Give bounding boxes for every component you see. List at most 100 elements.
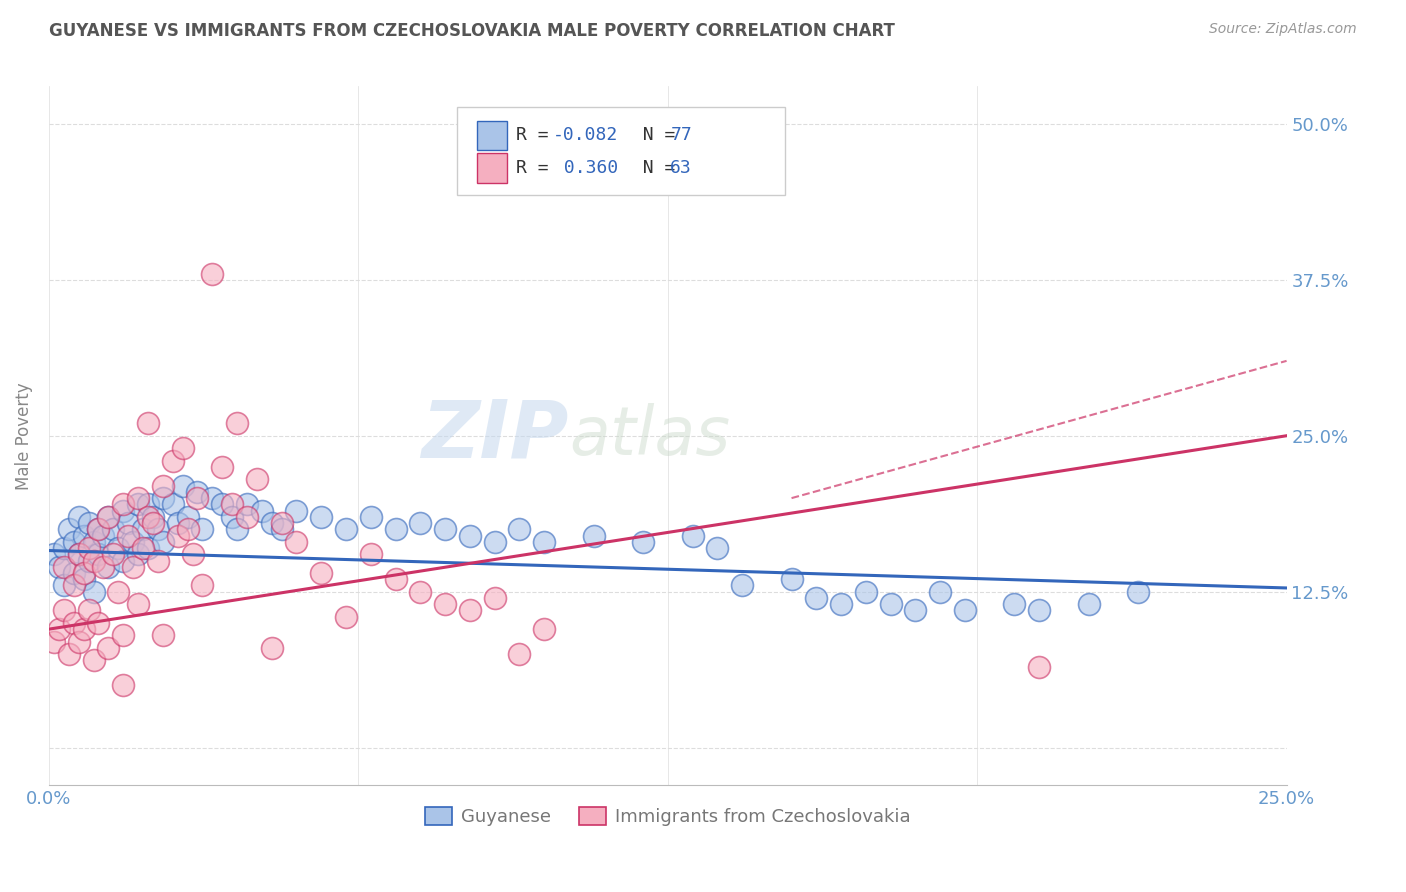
Point bbox=[58, 647, 80, 661]
Point bbox=[533, 534, 555, 549]
Point bbox=[103, 547, 125, 561]
Point bbox=[146, 522, 169, 536]
Point bbox=[953, 603, 976, 617]
Point bbox=[780, 572, 803, 586]
Point bbox=[246, 472, 269, 486]
Point bbox=[250, 503, 273, 517]
Point bbox=[731, 578, 754, 592]
Point bbox=[112, 628, 135, 642]
Point bbox=[72, 622, 94, 636]
Point bbox=[1002, 597, 1025, 611]
Point bbox=[67, 547, 90, 561]
Point bbox=[112, 553, 135, 567]
Point bbox=[226, 417, 249, 431]
Point bbox=[270, 516, 292, 530]
Point bbox=[191, 522, 214, 536]
Point bbox=[176, 509, 198, 524]
Point bbox=[166, 528, 188, 542]
Point bbox=[83, 553, 105, 567]
Point bbox=[806, 591, 828, 605]
Point bbox=[112, 497, 135, 511]
Point bbox=[152, 478, 174, 492]
Point bbox=[52, 578, 75, 592]
Text: R =: R = bbox=[516, 159, 560, 178]
Point bbox=[582, 528, 605, 542]
Point bbox=[112, 503, 135, 517]
Point bbox=[384, 572, 406, 586]
Point bbox=[136, 541, 159, 555]
Point bbox=[62, 615, 84, 630]
Point bbox=[87, 547, 110, 561]
Point bbox=[136, 497, 159, 511]
Point bbox=[136, 417, 159, 431]
Text: -0.082: -0.082 bbox=[553, 127, 617, 145]
Point bbox=[152, 628, 174, 642]
Point bbox=[62, 578, 84, 592]
Point bbox=[127, 597, 149, 611]
Point bbox=[221, 509, 243, 524]
Point bbox=[72, 528, 94, 542]
Point bbox=[929, 584, 952, 599]
Point bbox=[67, 547, 90, 561]
Point bbox=[260, 516, 283, 530]
Point bbox=[77, 553, 100, 567]
Point bbox=[186, 491, 208, 505]
Text: atlas: atlas bbox=[569, 402, 730, 468]
Point bbox=[409, 516, 432, 530]
Point bbox=[142, 509, 165, 524]
Point bbox=[879, 597, 901, 611]
Point bbox=[83, 584, 105, 599]
Point bbox=[631, 534, 654, 549]
Text: N =: N = bbox=[620, 159, 686, 178]
Point bbox=[93, 528, 115, 542]
Point bbox=[211, 459, 233, 474]
Point bbox=[335, 609, 357, 624]
Point bbox=[152, 491, 174, 505]
Point bbox=[97, 640, 120, 655]
Point bbox=[186, 484, 208, 499]
Y-axis label: Male Poverty: Male Poverty bbox=[15, 382, 32, 490]
Point bbox=[83, 534, 105, 549]
Point bbox=[1126, 584, 1149, 599]
Point bbox=[236, 497, 259, 511]
Point bbox=[458, 528, 481, 542]
Point bbox=[97, 559, 120, 574]
Point bbox=[103, 522, 125, 536]
Text: 77: 77 bbox=[671, 127, 692, 145]
Point bbox=[42, 634, 65, 648]
Point bbox=[146, 553, 169, 567]
Point bbox=[221, 497, 243, 511]
Point bbox=[201, 267, 224, 281]
Point bbox=[48, 622, 70, 636]
Point bbox=[270, 522, 292, 536]
Point bbox=[132, 522, 155, 536]
Point bbox=[172, 478, 194, 492]
Text: 63: 63 bbox=[671, 159, 692, 178]
Point bbox=[87, 615, 110, 630]
Point bbox=[191, 578, 214, 592]
Point bbox=[83, 653, 105, 667]
Point bbox=[434, 597, 457, 611]
Point bbox=[533, 622, 555, 636]
Point bbox=[172, 441, 194, 455]
Point bbox=[127, 491, 149, 505]
Point bbox=[484, 591, 506, 605]
Point bbox=[830, 597, 852, 611]
Point bbox=[309, 509, 332, 524]
Point bbox=[201, 491, 224, 505]
Point bbox=[122, 534, 145, 549]
Point bbox=[508, 522, 530, 536]
Point bbox=[132, 541, 155, 555]
Point bbox=[211, 497, 233, 511]
Point bbox=[107, 584, 129, 599]
Point bbox=[52, 603, 75, 617]
Point bbox=[77, 541, 100, 555]
Point bbox=[152, 534, 174, 549]
Point bbox=[458, 603, 481, 617]
Point bbox=[87, 522, 110, 536]
Text: N =: N = bbox=[620, 127, 686, 145]
Point bbox=[236, 509, 259, 524]
Point bbox=[107, 541, 129, 555]
Point bbox=[260, 640, 283, 655]
Point bbox=[97, 509, 120, 524]
